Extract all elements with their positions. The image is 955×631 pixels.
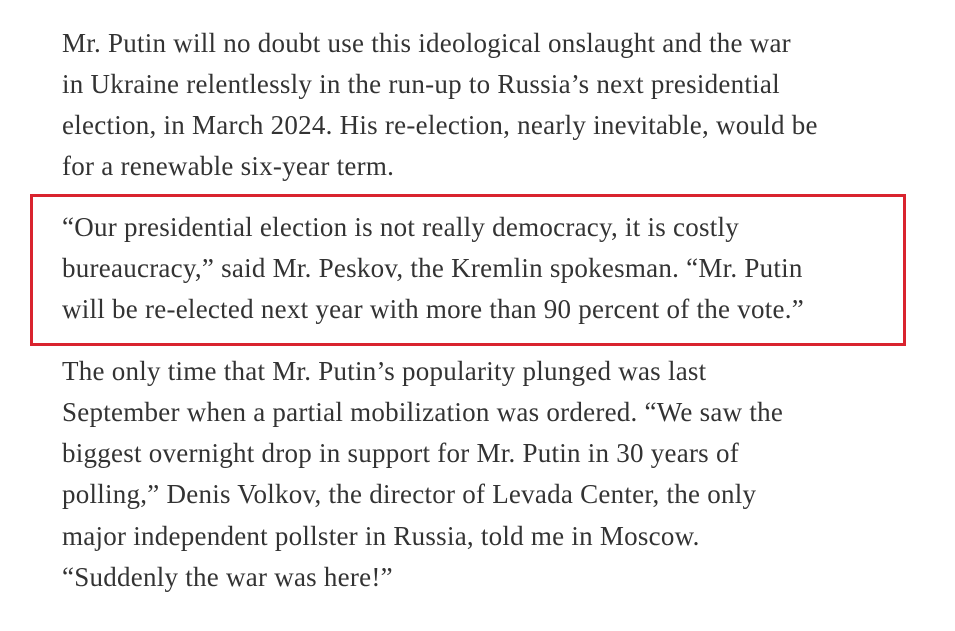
text-line: biggest overnight drop in support for Mr… — [62, 438, 739, 468]
text-line: will be re-elected next year with more t… — [62, 294, 804, 324]
highlight-box — [30, 194, 906, 346]
text-line: The only time that Mr. Putin’s popularit… — [62, 356, 707, 386]
text-line: for a renewable six-year term. — [62, 151, 395, 181]
text-line: polling,” Denis Volkov, the director of … — [62, 479, 757, 509]
text-line: bureaucracy,” said Mr. Peskov, the Kreml… — [62, 253, 803, 283]
text-line: “Our presidential election is not really… — [62, 212, 740, 242]
text-line: election, in March 2024. His re-election… — [62, 110, 818, 140]
text-line: major independent pollster in Russia, to… — [62, 521, 700, 551]
text-line: in Ukraine relentlessly in the run-up to… — [62, 69, 780, 99]
text-line: September when a partial mobilization wa… — [62, 397, 784, 427]
text-line: “Suddenly the war was here!” — [62, 562, 393, 592]
text-line: Mr. Putin will no doubt use this ideolog… — [62, 28, 791, 58]
